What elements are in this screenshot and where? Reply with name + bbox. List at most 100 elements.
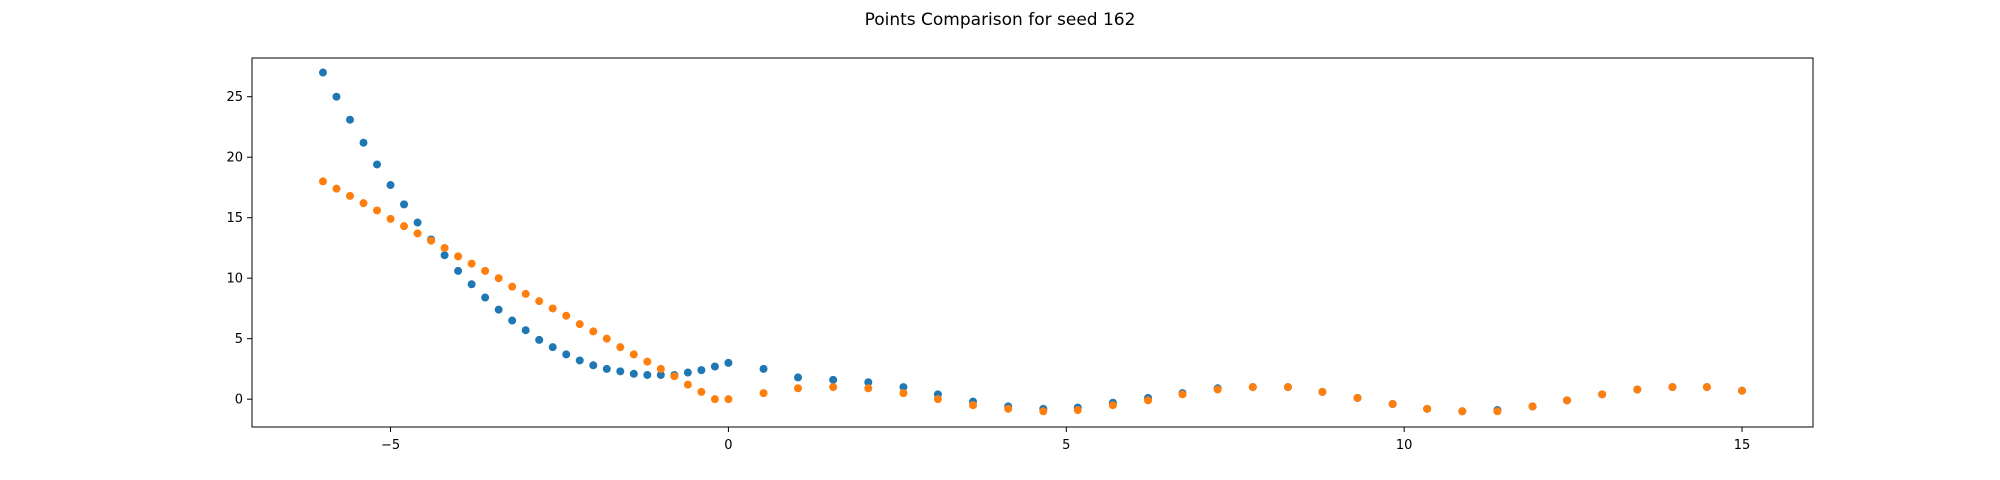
y-tick-label: 20 bbox=[226, 151, 243, 166]
x-tick-label: 0 bbox=[724, 438, 732, 453]
data-point bbox=[440, 251, 449, 260]
data-point bbox=[481, 266, 490, 275]
x-tick-label: 5 bbox=[1062, 438, 1070, 453]
data-point bbox=[345, 191, 354, 200]
data-point bbox=[467, 259, 476, 268]
data-point bbox=[413, 218, 422, 227]
data-point bbox=[616, 343, 625, 352]
data-point bbox=[359, 138, 368, 147]
data-point bbox=[427, 236, 436, 245]
data-point bbox=[400, 200, 409, 209]
data-point bbox=[794, 384, 803, 393]
data-point bbox=[494, 305, 503, 314]
y-tick-label: 10 bbox=[226, 272, 243, 287]
data-point bbox=[1668, 383, 1677, 392]
data-point bbox=[548, 343, 557, 352]
data-point bbox=[494, 274, 503, 283]
data-point bbox=[602, 334, 611, 343]
data-point bbox=[318, 68, 327, 77]
data-point bbox=[575, 356, 584, 365]
data-point bbox=[332, 92, 341, 101]
data-point bbox=[829, 383, 838, 392]
data-point bbox=[1388, 400, 1397, 409]
data-point bbox=[1563, 396, 1572, 405]
data-point bbox=[562, 311, 571, 320]
data-point bbox=[1073, 406, 1082, 415]
y-tick-label: 0 bbox=[235, 393, 243, 408]
data-point bbox=[386, 214, 395, 223]
data-point bbox=[643, 357, 652, 366]
data-point bbox=[575, 320, 584, 329]
data-point bbox=[1702, 383, 1711, 392]
data-point bbox=[1633, 385, 1642, 394]
data-point bbox=[1144, 396, 1153, 405]
data-point bbox=[683, 380, 692, 389]
data-point bbox=[629, 350, 638, 359]
data-point bbox=[829, 375, 838, 384]
data-point bbox=[933, 395, 942, 404]
data-point bbox=[1738, 386, 1747, 395]
data-point bbox=[643, 370, 652, 379]
data-point bbox=[683, 368, 692, 377]
data-point bbox=[454, 252, 463, 261]
data-point bbox=[345, 115, 354, 124]
data-point bbox=[1353, 393, 1362, 402]
data-point bbox=[656, 364, 665, 373]
data-point bbox=[670, 372, 679, 381]
data-point bbox=[589, 361, 598, 370]
data-point bbox=[1458, 407, 1467, 416]
data-point bbox=[724, 395, 733, 404]
data-point bbox=[386, 181, 395, 190]
data-point bbox=[969, 401, 978, 410]
series-1 bbox=[318, 68, 1747, 416]
data-point bbox=[562, 350, 571, 359]
data-point bbox=[724, 358, 733, 367]
data-point bbox=[1598, 390, 1607, 399]
data-point bbox=[616, 367, 625, 376]
data-point bbox=[1108, 401, 1117, 410]
data-point bbox=[454, 266, 463, 275]
data-point bbox=[521, 289, 530, 298]
data-point bbox=[440, 243, 449, 252]
data-point bbox=[602, 364, 611, 373]
data-point bbox=[1423, 404, 1432, 413]
series-2 bbox=[318, 177, 1747, 416]
data-point bbox=[864, 384, 873, 393]
data-point bbox=[710, 395, 719, 404]
data-point bbox=[1248, 383, 1257, 392]
data-point bbox=[535, 335, 544, 344]
y-tick-label: 5 bbox=[235, 332, 243, 347]
data-point bbox=[697, 387, 706, 396]
data-point bbox=[548, 304, 557, 313]
data-point bbox=[710, 362, 719, 371]
data-point bbox=[794, 373, 803, 382]
data-point bbox=[759, 389, 768, 398]
data-points bbox=[318, 68, 1747, 416]
data-point bbox=[1493, 407, 1502, 416]
data-point bbox=[697, 366, 706, 375]
data-point bbox=[535, 297, 544, 306]
axes: −5 0 5 10 15 0 5 10 15 20 25 bbox=[226, 57, 1814, 453]
data-point bbox=[1318, 387, 1327, 396]
data-point bbox=[508, 282, 517, 291]
plot-area-frame bbox=[251, 57, 1814, 428]
data-point bbox=[1528, 402, 1537, 411]
data-point bbox=[1283, 383, 1292, 392]
x-tick-label: 15 bbox=[1734, 438, 1751, 453]
y-tick-label: 15 bbox=[226, 211, 243, 226]
data-point bbox=[413, 229, 422, 238]
data-point bbox=[1213, 385, 1222, 394]
data-point bbox=[508, 316, 517, 325]
data-point bbox=[318, 177, 327, 186]
chart-title: Points Comparison for seed 162 bbox=[865, 10, 1136, 30]
data-point bbox=[656, 370, 665, 379]
x-tick-label: −5 bbox=[381, 438, 400, 453]
data-point bbox=[467, 280, 476, 289]
data-point bbox=[899, 389, 908, 398]
data-point bbox=[481, 293, 490, 302]
data-point bbox=[400, 222, 409, 231]
data-point bbox=[1004, 404, 1013, 413]
data-point bbox=[521, 326, 530, 335]
